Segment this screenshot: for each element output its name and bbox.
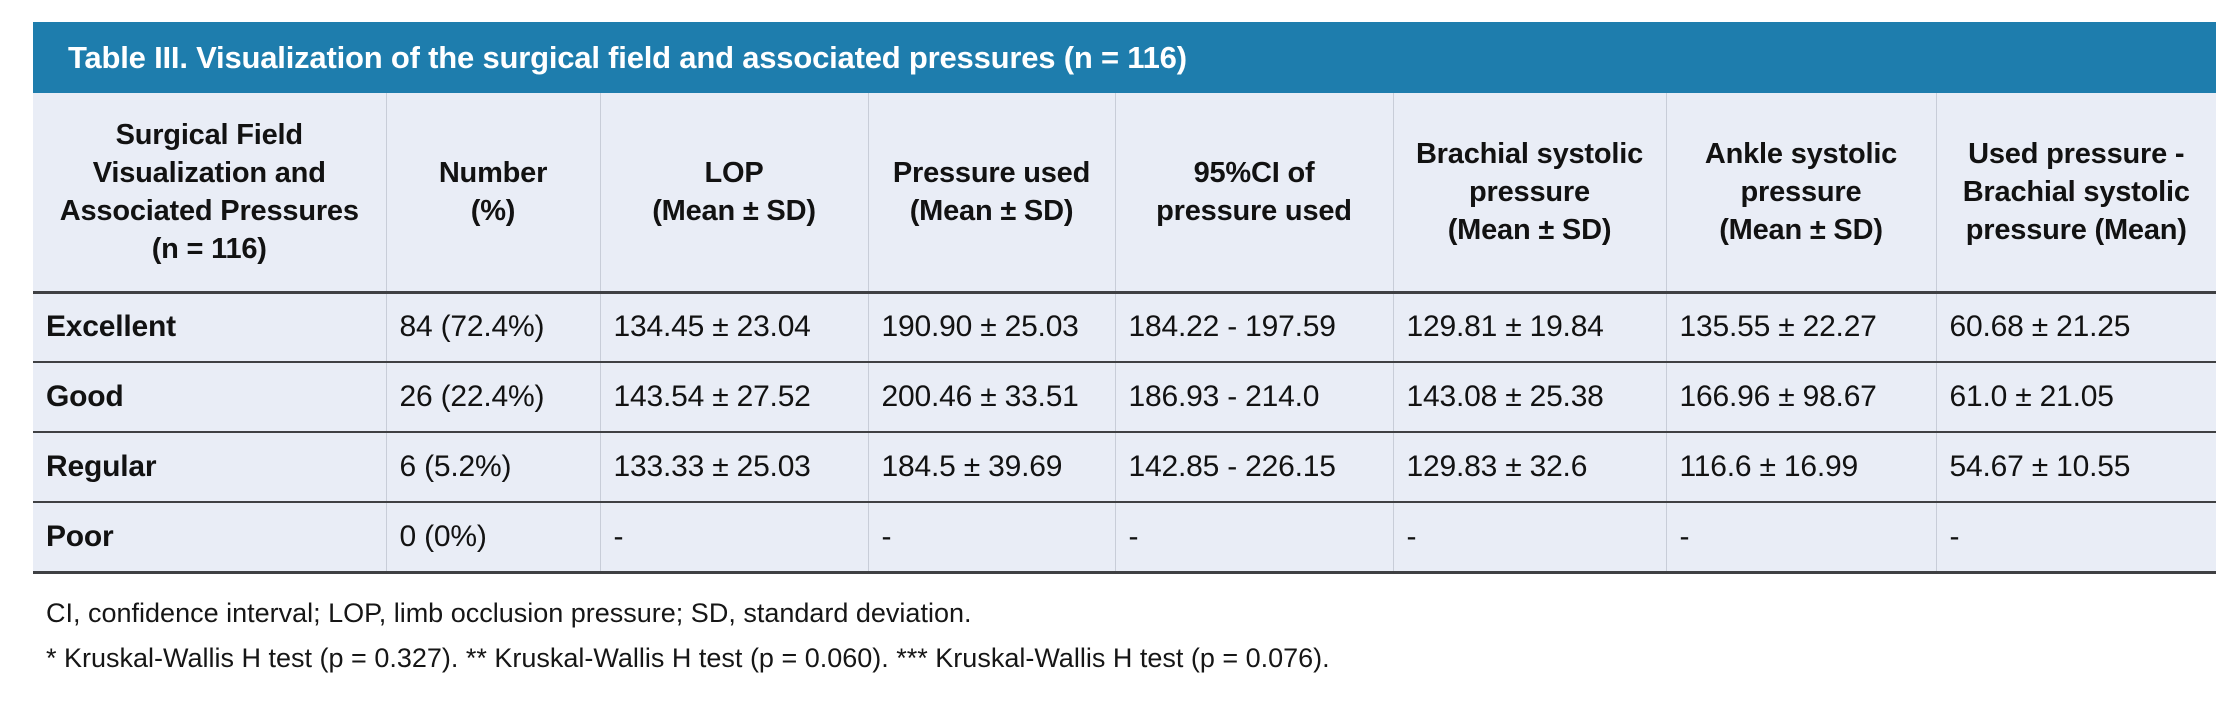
row-label: Excellent xyxy=(46,310,176,344)
footnote-statistical-tests: * Kruskal-Wallis H test (p = 0.327). ** … xyxy=(46,642,1330,673)
cell: 184.5 ± 39.69 xyxy=(867,431,1115,502)
table-row-poor: Poor 0 (0%) - - - - - - xyxy=(33,501,2216,572)
cell: 200.46 ± 33.51 xyxy=(867,361,1115,432)
footnote-abbreviations: CI, confidence interval; LOP, limb occlu… xyxy=(46,597,972,628)
table-row-regular: Regular 6 (5.2%) 133.33 ± 25.03 184.5 ± … xyxy=(33,431,2216,502)
cell: - xyxy=(1935,501,2216,572)
cell: - xyxy=(1665,501,1936,572)
table-figure: Table III. Visualization of the surgical… xyxy=(33,22,2216,681)
cell: - xyxy=(1392,501,1666,572)
column-header-number: Number (%) xyxy=(385,93,600,294)
cell: 129.81 ± 19.84 xyxy=(1392,292,1666,362)
column-header-pressure-used: Pressure used (Mean ± SD) xyxy=(867,93,1115,294)
table-title: Table III. Visualization of the surgical… xyxy=(68,39,1187,75)
column-header-brachial: Brachial systolic pressure (Mean ± SD) xyxy=(1392,93,1666,294)
cell: 61.0 ± 21.05 xyxy=(1935,361,2216,432)
row-label: Good xyxy=(33,361,386,432)
cell: 129.83 ± 32.6 xyxy=(1392,431,1666,502)
table-row-excellent: Excellent 84 (72.4%) 134.45 ± 23.04 190.… xyxy=(33,292,2216,362)
cell: 116.6 ± 16.99 xyxy=(1665,431,1936,502)
cell: 133.33 ± 25.03 xyxy=(599,431,868,502)
cell: 190.90 ± 25.03 xyxy=(867,292,1115,362)
cell: 60.68 ± 21.25 xyxy=(1935,292,2216,362)
cell: 143.54 ± 27.52 xyxy=(599,361,868,432)
data-table: Surgical Field Visualization and Associa… xyxy=(33,93,2216,574)
cell: - xyxy=(599,501,868,572)
cell: 135.55 ± 22.27 xyxy=(1665,292,1936,362)
cell: 84 (72.4%) xyxy=(385,292,600,362)
cell: 142.85 - 226.15 xyxy=(1114,431,1393,502)
cell: 143.08 ± 25.38 xyxy=(1392,361,1666,432)
column-header-ankle: Ankle systolic pressure (Mean ± SD) xyxy=(1665,93,1936,294)
table-footnotes: CI, confidence interval; LOP, limb occlu… xyxy=(33,574,2216,681)
cell: 166.96 ± 98.67 xyxy=(1665,361,1936,432)
table-row-good: Good 26 (22.4%) 143.54 ± 27.52 200.46 ± … xyxy=(33,361,2216,432)
row-label: Poor xyxy=(33,501,386,572)
column-header-ci: 95%CI of pressure used xyxy=(1114,93,1393,294)
cell: 184.22 - 197.59 xyxy=(1114,292,1393,362)
cell: 0 (0%) xyxy=(385,501,600,572)
cell: 186.93 - 214.0 xyxy=(1114,361,1393,432)
table-title-bar: Table III. Visualization of the surgical… xyxy=(33,22,2216,93)
table-header-row: Surgical Field Visualization and Associa… xyxy=(33,93,2216,294)
column-header-lop: LOP (Mean ± SD) xyxy=(599,93,868,294)
cell: 54.67 ± 10.55 xyxy=(1935,431,2216,502)
cell: 6 (5.2%) xyxy=(385,431,600,502)
cell: - xyxy=(867,501,1115,572)
cell: 134.45 ± 23.04 xyxy=(599,292,868,362)
column-header-visualization: Surgical Field Visualization and Associa… xyxy=(33,93,386,294)
cell: - xyxy=(1114,501,1393,572)
row-label: Regular xyxy=(33,431,386,502)
column-header-used-minus-brachial: Used pressure - Brachial systolic pressu… xyxy=(1935,93,2216,294)
cell: 26 (22.4%) xyxy=(385,361,600,432)
